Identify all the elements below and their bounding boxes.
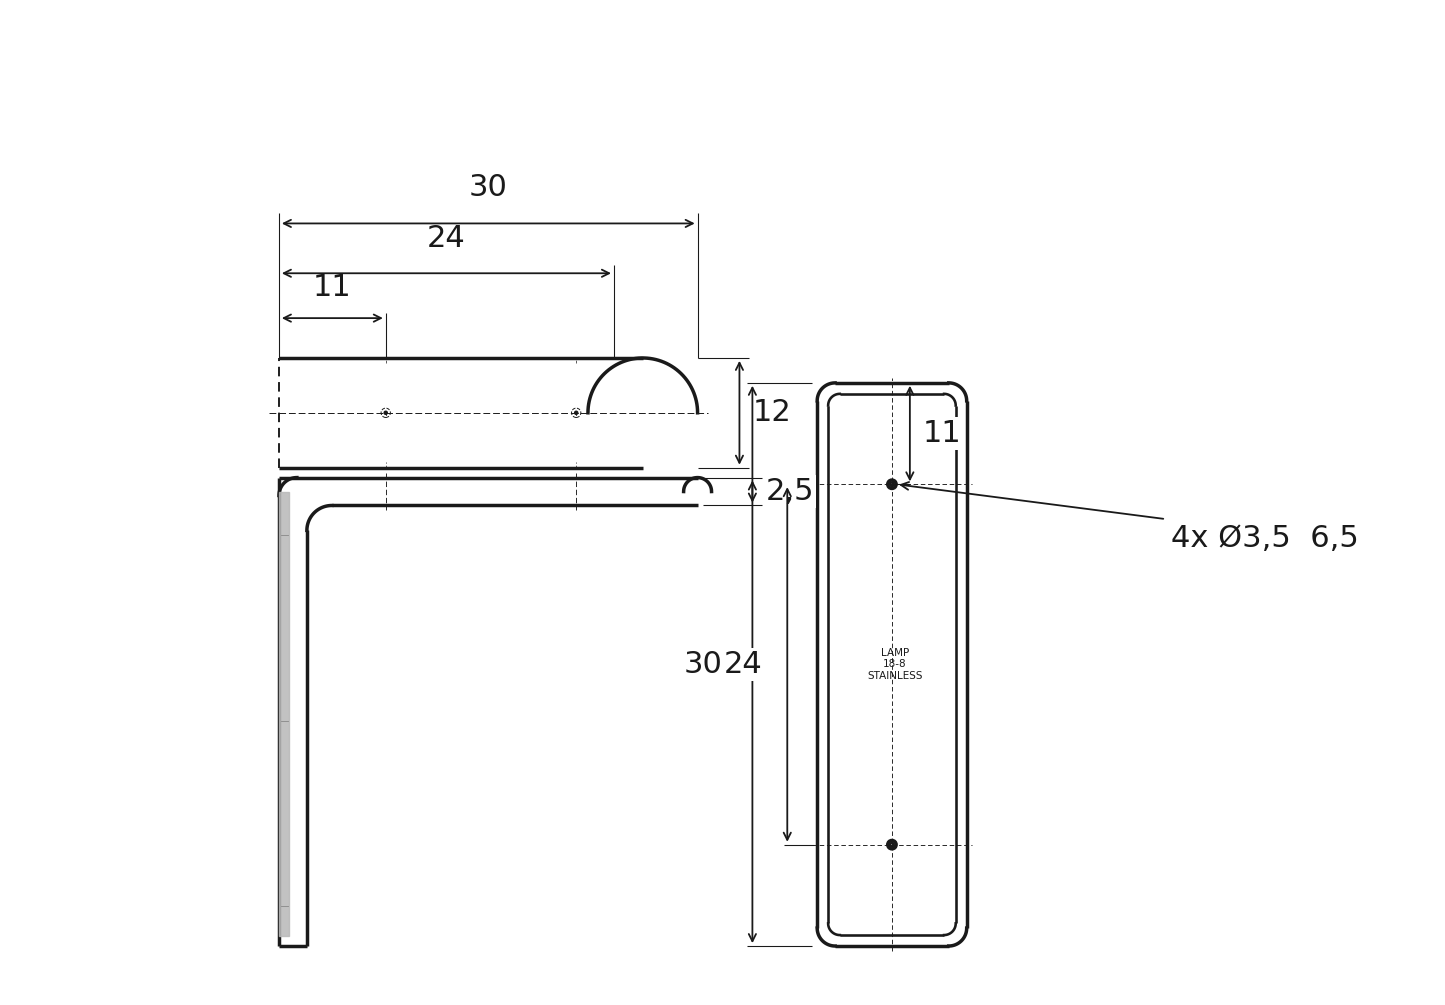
Text: 30: 30	[683, 650, 722, 679]
Text: 12: 12	[753, 398, 792, 427]
Text: 24: 24	[724, 650, 763, 679]
Text: 11: 11	[314, 273, 351, 303]
Text: 30: 30	[468, 173, 507, 202]
Text: 24: 24	[428, 224, 465, 253]
Text: 2,5: 2,5	[766, 477, 814, 507]
Polygon shape	[279, 491, 289, 936]
Text: 11: 11	[923, 419, 961, 448]
Text: LAMP
18-8
STAINLESS: LAMP 18-8 STAINLESS	[867, 648, 923, 681]
Text: 4x Ø3,5  6,5: 4x Ø3,5 6,5	[1170, 525, 1358, 553]
